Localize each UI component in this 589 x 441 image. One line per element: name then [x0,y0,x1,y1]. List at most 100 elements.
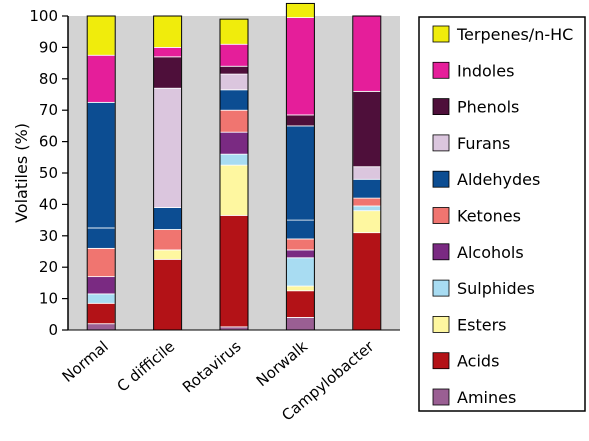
bar-segment [219,73,249,91]
legend-label: Alcohols [457,243,524,262]
y-tick-label: 100 [29,7,58,25]
y-tick-label: 40 [39,195,58,213]
bar-segment [219,214,249,328]
legend-item: Aldehydes [432,170,540,189]
bar-segment [219,131,249,155]
legend-item: Sulphides [432,279,535,298]
legend-item: Ketones [432,207,521,226]
legend-item: Terpenes/n-HC [432,25,573,44]
legend-label: Terpenes/n-HC [456,25,573,44]
bar-segment [86,227,116,249]
legend-item: Esters [432,315,506,334]
legend-item: Furans [432,134,510,153]
bar-segment [153,249,183,260]
legend-swatch [432,388,450,406]
legend-item: Phenols [432,98,519,117]
legend-label: Indoles [457,61,514,80]
legend-item: Indoles [432,61,514,80]
bar-segment [352,166,382,180]
legend-label: Sulphides [457,279,535,298]
y-tick-label: 20 [39,258,58,276]
bar-segment [285,317,315,331]
bar-segment [86,323,116,331]
bar-segment [219,89,249,111]
bar-segment [86,54,116,103]
bar-segment [86,247,116,278]
legend-label: Acids [457,352,499,371]
bar-segment [219,153,249,166]
x-tick-label: Normal [59,337,112,386]
legend-item: Amines [432,388,516,407]
bar-segment [285,238,315,251]
bar-segment [352,178,382,199]
bar-segment [86,276,116,295]
bar-segment [285,3,315,18]
bar-segment [153,258,183,331]
y-tick-label: 50 [39,164,58,182]
legend: Terpenes/n-HC Indoles Phenols Furans Aldehyd… [418,16,586,412]
bar-1 [153,15,183,331]
bar-segment [153,47,183,58]
legend-swatch [432,134,450,152]
x-tick-label: Norwalk [253,337,311,390]
bar-segment [219,164,249,216]
bar-segment [285,219,315,240]
bar-segment [86,101,116,229]
x-tick-label: Rotavirus [179,337,245,396]
plot-area [68,2,400,331]
bar-segment [352,15,382,92]
bar-0 [86,15,116,331]
legend-swatch [432,170,450,188]
bar-segment [352,232,382,331]
legend-swatch [432,207,450,224]
legend-item: Acids [432,352,499,371]
bar-segment [86,15,116,56]
bar-segment [86,293,116,304]
y-tick-label: 80 [39,70,58,88]
bar-segment [219,43,249,67]
legend-label: Phenols [457,98,519,117]
bar-segment [352,210,382,234]
bar-segment [219,109,249,133]
bar-segment [352,205,382,212]
bar-segment [153,207,183,230]
bar-segment [153,229,183,251]
legend-label: Amines [457,388,516,407]
bar-segment [352,197,382,207]
legend-swatch [432,352,450,370]
y-axis-label: Volatiles (%) [12,123,31,223]
y-tick-label: 10 [39,290,58,308]
bar-segment [219,18,249,45]
bar-4 [352,15,382,331]
y-tick-label: 30 [39,227,58,245]
bar-segment [352,90,382,168]
legend-swatch [432,61,450,79]
bar-segment [285,125,315,221]
bar-segment [285,290,315,318]
legend-item: Alcohols [432,243,524,262]
y-tick-label: 0 [48,321,58,339]
bar-3 [285,2,315,331]
legend-swatch [432,98,450,115]
bar-segment [285,257,315,287]
bar-segment [285,285,315,292]
y-tick-label: 90 [39,38,58,56]
y-tick-label: 60 [39,133,58,151]
bar-segment [153,87,183,208]
bar-segment [285,249,315,259]
bar-2 [219,18,249,331]
legend-swatch [432,315,450,333]
bar-segment [219,65,249,75]
legend-swatch [432,243,450,261]
bar-segment [153,56,183,89]
legend-swatch [432,25,450,43]
legend-label: Ketones [457,207,521,226]
legend-label: Furans [457,134,510,153]
legend-label: Esters [457,315,506,334]
legend-label: Aldehydes [457,170,540,189]
bar-segment [285,114,315,127]
y-tick-label: 70 [39,101,58,119]
bar-segment [86,302,116,325]
